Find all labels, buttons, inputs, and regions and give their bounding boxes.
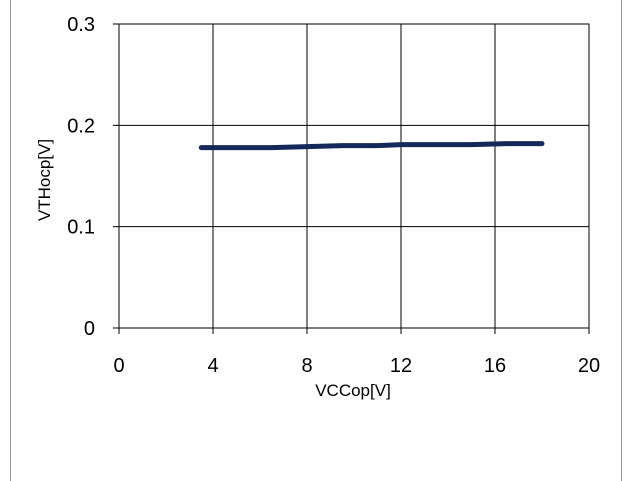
series-line-0	[198, 141, 545, 151]
x-tick-label-5: 20	[578, 355, 600, 377]
x-tick-label-2: 8	[301, 355, 312, 377]
y-tick-label-0: 0	[84, 318, 95, 340]
x-tick-label-4: 16	[484, 355, 506, 377]
y-tick-label-1: 0.1	[67, 217, 95, 239]
y-tick-label-2: 0.2	[67, 115, 95, 137]
x-axis-ticks: 0 4 8 12 16 20	[113, 328, 600, 377]
x-tick-label-3: 12	[390, 355, 412, 377]
series-layer	[198, 141, 545, 151]
y-tick-label-3: 0.3	[67, 14, 95, 36]
chart-frame	[10, 0, 622, 481]
y-axis-ticks: 0 0.1 0.2 0.3	[67, 14, 119, 340]
plot-area	[118, 23, 590, 329]
x-tick-label-0: 0	[113, 355, 124, 377]
grid	[119, 24, 589, 328]
x-tick-label-1: 4	[207, 355, 218, 377]
x-axis-title: VCCop[V]	[315, 381, 391, 400]
y-axis-title: VTHocp[V]	[35, 139, 54, 221]
